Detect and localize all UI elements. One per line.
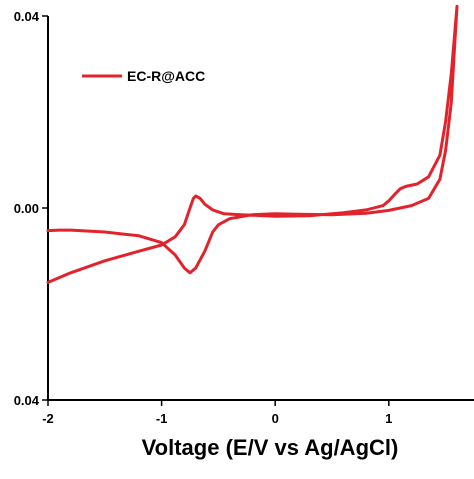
x-tick-label: 1: [385, 411, 392, 426]
y-tick-label: 0.04: [14, 9, 40, 24]
x-tick-label: -1: [156, 411, 168, 426]
legend: EC-R@ACC: [82, 68, 205, 84]
series-line-0: [46, 4, 459, 284]
x-axis-label: Voltage (E/V vs Ag/AgCl): [142, 435, 399, 460]
x-tick-label: -2: [42, 411, 54, 426]
y-tick-label: 0.00: [14, 201, 39, 216]
x-tick-label: 0: [272, 411, 279, 426]
y-tick-label: 0.04: [14, 393, 40, 408]
x-axis-ticks: -2 -1 0 1: [42, 400, 392, 426]
y-axis-ticks: 0.04 0.00 0.04: [14, 9, 48, 408]
legend-label: EC-R@ACC: [127, 68, 205, 84]
series-layer: [46, 4, 459, 284]
